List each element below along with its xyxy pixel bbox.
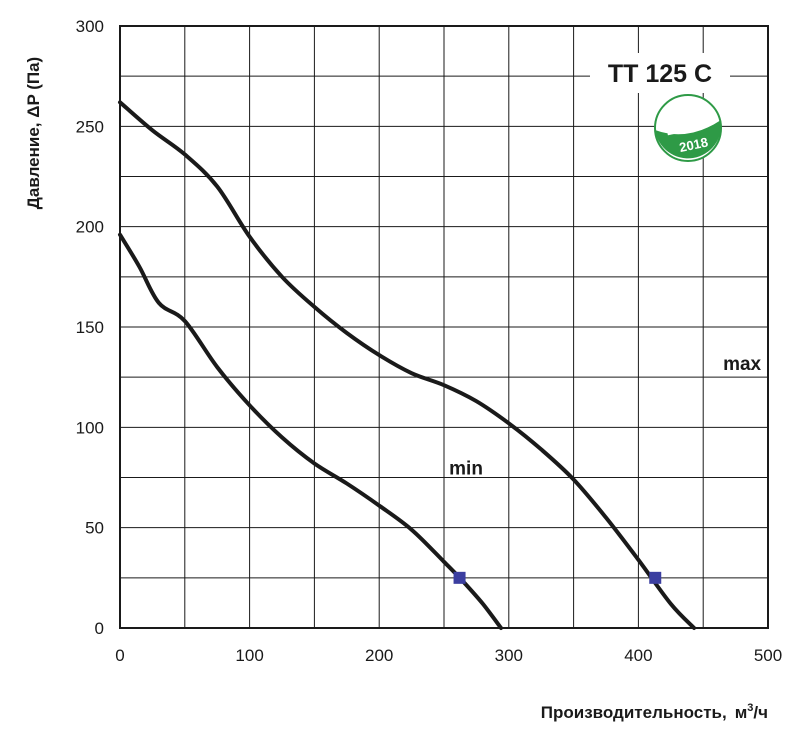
erp-badge-icon: ErP 2018 (654, 94, 722, 162)
x-tick-label: 200 (365, 646, 393, 665)
series-marker-max (649, 571, 662, 584)
x-axis-title-unit: м (735, 703, 748, 722)
x-tick-label: 400 (624, 646, 652, 665)
y-tick-label: 250 (76, 117, 104, 136)
plot-frame (119, 25, 769, 629)
badge-swoosh (655, 120, 722, 159)
series-label-max: max (723, 354, 761, 375)
chart-title-box (590, 53, 730, 93)
tick-labels: 0 100 200 300 400 500 0 50 100 150 200 250 300 (76, 17, 783, 665)
x-axis-title-unit-tail: /ч (753, 703, 768, 722)
curves: max min (118, 100, 762, 630)
y-tick-label: 50 (85, 519, 104, 538)
x-axis-title-unit-sup: 3 (747, 702, 753, 714)
y-tick-label: 200 (76, 218, 104, 237)
y-tick-label: 150 (76, 318, 104, 337)
y-tick-label: 300 (76, 17, 104, 36)
x-axis-title: Производительность, м3/ч (541, 702, 768, 722)
y-tick-label: 100 (76, 418, 104, 437)
series-marker-min (453, 571, 466, 584)
series-label-min: min (449, 458, 483, 479)
x-axis-title-main: Производительность, (541, 703, 727, 722)
x-tick-label: 100 (235, 646, 263, 665)
y-axis-title: Давление, ΔP (Па) (24, 57, 43, 209)
x-tick-label: 500 (754, 646, 782, 665)
chart-title: TT 125 C (608, 60, 712, 88)
badge-year-text: 2018 (678, 134, 709, 155)
x-tick-label: 0 (115, 646, 124, 665)
x-tick-label: 300 (495, 646, 523, 665)
series-line-max (118, 100, 697, 630)
y-tick-label: 0 (95, 619, 104, 638)
